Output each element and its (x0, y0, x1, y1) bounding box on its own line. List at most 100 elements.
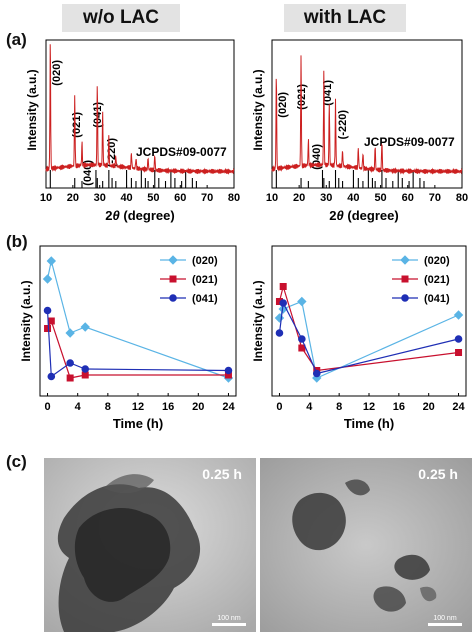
time-left-legend-marker (168, 255, 178, 265)
panel-label-b: (b) (6, 232, 28, 251)
tem-image-without-lac: 0.25 h 100 nm (44, 458, 256, 632)
time-left-data-point (66, 359, 74, 367)
tem-right-scale-bar: 100 nm (428, 615, 462, 626)
time-right-legend-marker (401, 294, 409, 302)
xrd-left-xlabel: 2θ (degree) (105, 208, 174, 223)
time-right-ylabel: Intensity (a.u.) (251, 280, 265, 361)
header-left: w/o LAC (62, 4, 180, 32)
xrd-right-peak-label-020: (020) (277, 92, 289, 118)
time-left-x-tick-label: 0 (44, 401, 50, 413)
xrd-right-x-tick-label: 30 (320, 192, 332, 204)
time-right-data-point (279, 283, 287, 290)
time-left-ylabel: Intensity (a.u.) (19, 280, 33, 361)
time-left-data-point (65, 328, 75, 338)
time-left-data-point (43, 306, 52, 315)
time-left-data-point (81, 365, 90, 373)
time-right-x-tick-label: 20 (423, 401, 435, 413)
time-right-x-tick-label: 12 (363, 401, 375, 413)
time-right-legend-marker (400, 255, 410, 265)
xrd-left-x-tick-label: 80 (228, 192, 240, 204)
panel-label-c: (c) (6, 452, 27, 471)
time-left-legend-label: (021) (192, 274, 218, 286)
xrd-right-reference-label: JCPDS#09-0077 (364, 135, 455, 149)
time-left-series-line (46, 310, 229, 378)
time-left-legend-label: (020) (192, 255, 218, 267)
xrd-right-x-tick-label: 80 (456, 192, 468, 204)
time-left-legend-label: (041) (192, 293, 218, 305)
tem-image-with-lac: 0.25 h 100 nm (260, 458, 472, 632)
xrd-left-x-tick-label: 70 (201, 192, 213, 204)
time-right-data-point (454, 335, 463, 343)
xrd-right-peak-label-021: (021) (296, 84, 308, 110)
xrd-left-peak-label-020: (020) (51, 60, 63, 86)
xrd-right-x-tick-label: 70 (429, 192, 441, 204)
xrd-left-x-tick-label: 50 (147, 192, 159, 204)
header-right: with LAC (284, 4, 406, 32)
xrd-left-pattern-line (45, 44, 235, 175)
time-left-data-point (80, 322, 90, 332)
header-left-label: w/o LAC (83, 7, 159, 28)
xrd-right-x-tick-label: 20 (293, 192, 305, 204)
time-right-series-line (278, 300, 459, 379)
time-left-legend-marker (169, 294, 177, 302)
time-left-data-point (47, 372, 56, 381)
time-left-x-tick-label: 24 (222, 401, 235, 413)
time-right-x-tick-label: 0 (276, 401, 282, 413)
tem-left-scale-label: 100 nm (217, 615, 241, 622)
time-right-data-point (275, 329, 284, 337)
time-left-data-point (47, 317, 55, 325)
time-left-data-point (46, 256, 57, 266)
time-right-data-point (279, 299, 287, 307)
time-right-xlabel: Time (h) (344, 416, 394, 431)
tem-right-scale-label: 100 nm (433, 615, 457, 622)
tem-micrograph-left (44, 458, 256, 632)
xrd-right-peak-label-041: (041) (322, 80, 334, 106)
header-right-label: with LAC (303, 7, 387, 28)
time-left-data-point (44, 325, 52, 332)
time-left-data-point (66, 374, 74, 382)
xrd-left-x-tick-label: 60 (174, 192, 186, 204)
time-right-data-point (455, 349, 463, 356)
time-right-legend-label: (020) (424, 255, 450, 267)
time-right-x-tick-label: 24 (452, 401, 465, 413)
xrd-left-x-tick-label: 40 (120, 192, 132, 204)
xrd-right-x-tick-label: 10 (266, 192, 278, 204)
xrd-right-xlabel: 2θ (degree) (329, 208, 398, 223)
xrd-left-ylabel: Intensity (a.u.) (25, 69, 39, 150)
xrd-right-pattern-line (271, 55, 463, 175)
time-right-data-point (297, 296, 307, 307)
time-right-series-line (278, 301, 459, 375)
xrd-left-peak-label-021: (021) (71, 112, 83, 138)
xrd-left-x-tick-label: 20 (67, 192, 79, 204)
time-left-legend-marker (169, 275, 177, 283)
time-left-xlabel: Time (h) (113, 416, 163, 431)
time-right-legend-label: (021) (424, 274, 450, 286)
xrd-right-ylabel: Intensity (a.u.) (251, 69, 265, 150)
xrd-right-x-tick-label: 50 (374, 192, 386, 204)
time-left-x-tick-label: 8 (105, 401, 111, 413)
tem-left-time: 0.25 h (202, 466, 242, 482)
time-left-data-point (224, 366, 233, 375)
time-left-data-point (81, 371, 89, 379)
time-right-legend-label: (041) (424, 293, 450, 305)
xrd-left-frame (45, 39, 235, 189)
xrd-right-x-tick-label: 60 (402, 192, 414, 204)
time-left-x-tick-label: 16 (162, 401, 174, 413)
tem-left-scale-bar: 100 nm (212, 615, 246, 626)
tem-micrograph-right (260, 458, 472, 632)
time-right-x-tick-label: 4 (306, 401, 313, 413)
time-left-data-point (42, 274, 53, 284)
xrd-left-x-tick-label: 10 (40, 192, 52, 204)
time-right-data-point (312, 369, 321, 378)
xrd-left-x-tick-label: 30 (94, 192, 106, 204)
time-right-legend-marker (401, 275, 409, 283)
xrd-left-reference-label: JCPDS#09-0077 (136, 145, 227, 159)
xrd-right-peak-label-220: (-220) (337, 110, 349, 140)
time-right-data-point (298, 335, 306, 343)
time-left-x-tick-label: 4 (75, 401, 82, 413)
xrd-right-frame (271, 39, 463, 189)
panel-label-a: (a) (6, 30, 27, 49)
tem-right-time: 0.25 h (418, 466, 458, 482)
